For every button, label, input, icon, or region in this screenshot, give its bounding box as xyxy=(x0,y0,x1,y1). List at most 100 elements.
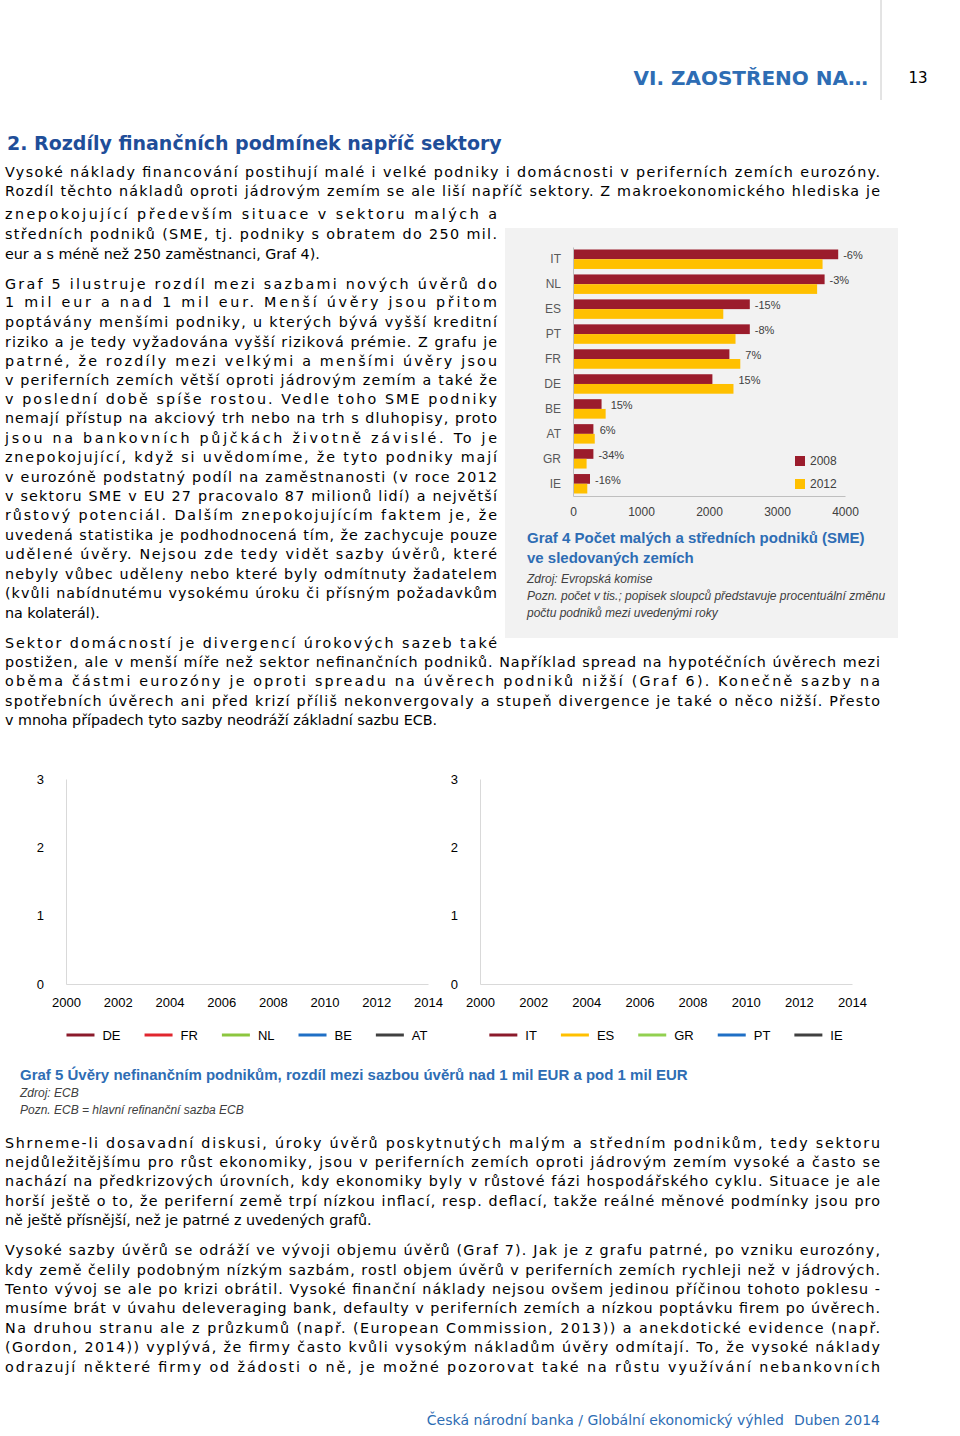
chart-source-line: Zdroj: Evropská komise xyxy=(526,572,653,586)
legend-swatch xyxy=(299,1034,327,1037)
axis-line xyxy=(573,248,574,497)
tick: 2000 xyxy=(466,984,495,1010)
legend-item: GR xyxy=(638,1028,694,1043)
paragraph-line: nemají přístup na akciový trh nebo na tr… xyxy=(5,410,497,426)
legend-item: ES xyxy=(561,1028,615,1043)
paragraph-line: riziko a je tedy vyžadována vyšší riziko… xyxy=(5,334,497,350)
tick-label: 2008 xyxy=(259,995,288,1010)
bar xyxy=(573,274,825,284)
graf4: -6%-3%-15%-8%7%15%15%6%-34%-16%ITNLESPTF… xyxy=(505,228,898,638)
paragraph-line: 1 mil eur a nad 1 mil eur. Menší úvěry j… xyxy=(5,294,497,310)
chart-note: Pozn. počet v tis.; popisek sloupců před… xyxy=(526,589,886,620)
change-label: -34% xyxy=(598,449,624,461)
legend-swatch xyxy=(718,1034,746,1037)
legend-label: ES xyxy=(597,1028,615,1043)
legend-label: IE xyxy=(830,1028,843,1043)
legend-swatch xyxy=(376,1034,404,1037)
legend-item: AT xyxy=(376,1028,428,1043)
tick: 2004 xyxy=(155,984,184,1010)
tick: BE xyxy=(545,402,561,416)
paragraph-line: (Gordon, 2014)) vyplývá, že firmy často … xyxy=(5,1339,881,1355)
tick-label: 2004 xyxy=(155,995,184,1010)
tick: 2006 xyxy=(625,984,654,1010)
paragraph-line: v periferních zemích větší oproti jádrov… xyxy=(5,372,497,388)
paragraph-line: horší ještě o to, že periferní země trpí… xyxy=(5,1193,880,1209)
bar xyxy=(573,384,733,394)
tick-label: GR xyxy=(543,452,561,466)
chart-title-line: ve sledovaných zemích xyxy=(527,549,694,566)
tick: DE xyxy=(544,377,561,391)
legend-label: DE xyxy=(102,1028,120,1043)
page: VI. ZAOSTŘENO NA…132. Rozdíly finančních… xyxy=(0,0,960,1436)
bar xyxy=(573,449,593,459)
tick-label: 2012 xyxy=(362,995,391,1010)
tick: 1 xyxy=(37,908,66,923)
paragraph-line: nebyly vůbec uděleny nebo které byly odm… xyxy=(5,566,497,582)
chart-source: Zdroj: Evropská komise xyxy=(526,572,653,586)
bar xyxy=(573,484,587,494)
bar xyxy=(573,284,817,294)
paragraph-line: jsou na bankovních půjčkách životně závi… xyxy=(4,430,497,446)
paragraph-line: znepokojující především situace v sektor… xyxy=(5,206,497,222)
change-labels: -6%-3%-15%-8%7%15%15%6%-34%-16% xyxy=(595,249,863,486)
legend-label: NL xyxy=(258,1028,275,1043)
tick: 2 xyxy=(451,840,480,855)
section-title: 2. Rozdíly finančních podmínek napříč se… xyxy=(7,132,502,154)
value-axis: 01000200030004000 xyxy=(570,496,859,519)
tick-label: 2014 xyxy=(414,995,443,1010)
change-label: -6% xyxy=(843,249,863,261)
change-label: -8% xyxy=(755,324,775,336)
tick-label: 2006 xyxy=(207,995,236,1010)
bar xyxy=(573,349,729,359)
tick-label: 2008 xyxy=(679,995,708,1010)
tick-label: 2000 xyxy=(52,995,81,1010)
page-number: 13 xyxy=(908,69,927,87)
graf4-bars xyxy=(573,249,838,493)
legend-label: AT xyxy=(412,1028,428,1043)
paragraph-line: v sektoru SME v EU 27 pracovalo 87 milio… xyxy=(5,488,498,504)
tick: 2004 xyxy=(572,984,601,1010)
change-label: -16% xyxy=(595,474,621,486)
paragraph-line: odrazují některé firmy od žádosti o ně, … xyxy=(5,1359,880,1375)
tick: 2000 xyxy=(696,496,723,519)
tick-label: 2014 xyxy=(838,995,867,1010)
tick: 2012 xyxy=(362,984,391,1010)
tick-label: 2012 xyxy=(785,995,814,1010)
paragraph-line: Shrneme-li dosavadní diskusi, úroky úvěr… xyxy=(5,1135,880,1151)
tick-label: IE xyxy=(550,477,561,491)
legend-item: DE xyxy=(66,1028,120,1043)
paragraph-line: Rozdíl těchto nákladů oproti jádrovým ze… xyxy=(5,183,880,199)
paragraph-line: poptávány menšími podniky, u kterých býv… xyxy=(5,314,498,330)
paragraph-line: musíme brát v úvahu deleveraging bank, d… xyxy=(5,1300,880,1316)
tick-label: 1 xyxy=(37,908,44,923)
paragraph-line: kdy země čelily podobným nízkým sazbám, … xyxy=(5,1262,880,1278)
bar xyxy=(573,309,723,319)
paragraph-line: Na druhou stranu ale z průzkumů (např. (… xyxy=(5,1320,880,1336)
tick-label: BE xyxy=(545,402,561,416)
tick: NL xyxy=(546,277,562,291)
tick: 4000 xyxy=(832,496,859,519)
tick-label: FR xyxy=(545,352,561,366)
paragraph-line: středních podniků (SME, tj. podniky s ob… xyxy=(5,226,497,242)
paragraph-line: Graf 5 ilustruje rozdíl mezi sazbami nov… xyxy=(5,276,497,292)
tick-label: 2002 xyxy=(519,995,548,1010)
legend-label: PT xyxy=(754,1028,771,1043)
axis-line xyxy=(66,780,67,985)
tick: 2 xyxy=(37,840,66,855)
tick-label: 2010 xyxy=(311,995,340,1010)
graf5-caption: Graf 5 Úvěry nefinančním podnikům, rozdí… xyxy=(19,1066,688,1117)
figure-note: Pozn. ECB = hlavní refinanční sazba ECB xyxy=(20,1103,244,1117)
tick: 3000 xyxy=(764,496,791,519)
paragraph-line: v eurozóně podstatný podíl na zaměstnano… xyxy=(5,469,497,485)
chart-note-line: počtu podniků mezi uvedenými roky xyxy=(526,606,719,620)
tick-label: 2004 xyxy=(572,995,601,1010)
legend-item: IE xyxy=(794,1028,843,1043)
graf4-background xyxy=(505,228,898,638)
legend-swatch xyxy=(795,456,805,466)
bar xyxy=(573,259,823,269)
paragraph-line: patrné, že rozdíly mezi velkými a menším… xyxy=(5,353,497,369)
tick-label: 2 xyxy=(37,840,44,855)
legend-item: FR xyxy=(145,1028,198,1043)
bar xyxy=(573,409,606,419)
tick-label: 3 xyxy=(37,772,44,787)
